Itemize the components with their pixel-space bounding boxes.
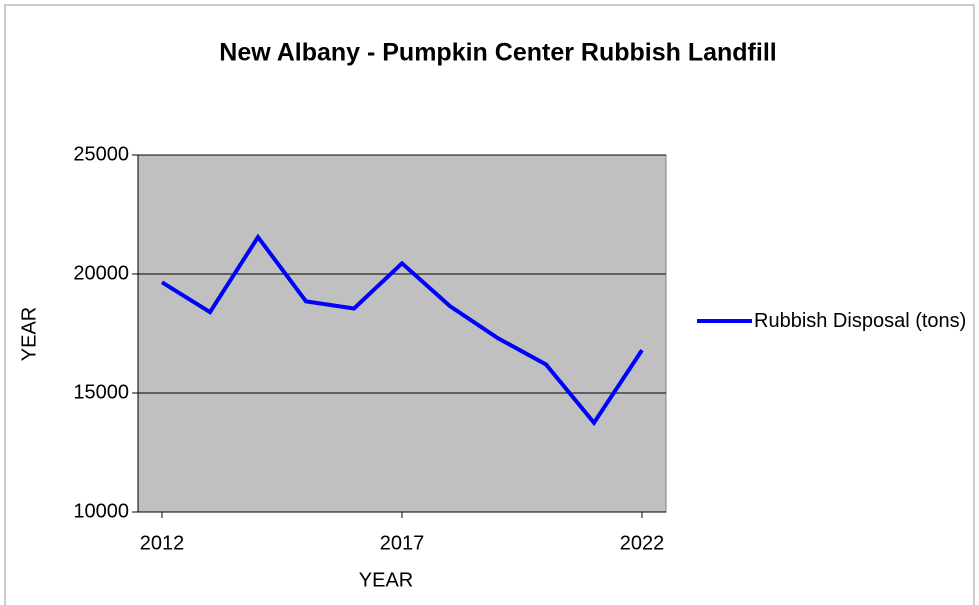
plot-area: [137, 154, 667, 513]
y-axis-label: YEAR: [18, 307, 40, 361]
x-tick-label: 2017: [380, 532, 425, 554]
x-tick-label: 2012: [140, 532, 185, 554]
data-line: [160, 233, 644, 427]
x-axis-label: YEAR: [359, 569, 413, 591]
y-tick-label: 20000: [73, 262, 129, 284]
y-tick-label: 10000: [73, 500, 129, 522]
x-tick-label: 2022: [620, 532, 665, 554]
y-tick-label: 25000: [73, 143, 129, 165]
legend-label: Rubbish Disposal (tons): [754, 310, 967, 332]
chart-frame: [4, 4, 975, 605]
y-tick-label: 15000: [73, 381, 129, 403]
chart-title: New Albany - Pumpkin Center Rubbish Land…: [219, 39, 776, 67]
